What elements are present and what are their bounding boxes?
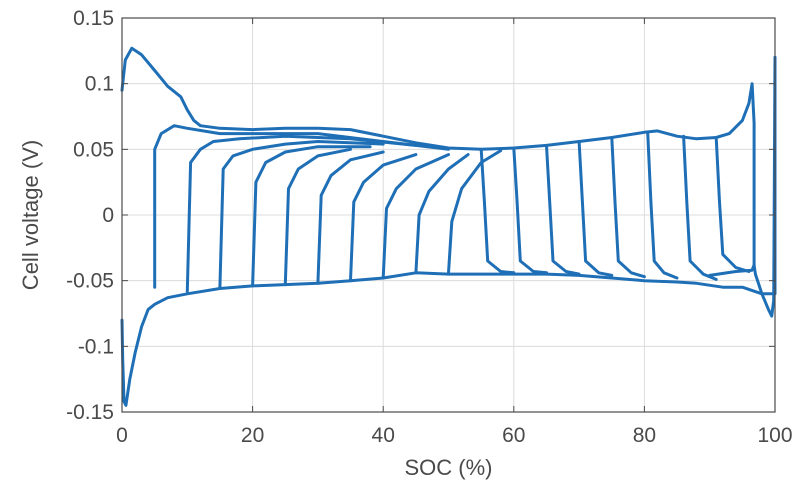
voltage-curve-10: [381, 153, 450, 280]
axis-ticks: 0 20 40 60 80 100 0.15 0.1 0.05 0 -0.05 -0.1 -0.15: [66, 7, 792, 447]
voltage-curve-8: [316, 150, 385, 285]
y-tick-label: 0.15: [73, 7, 114, 30]
voltage-curve-9: [349, 153, 418, 283]
y-tick-label: -0.1: [78, 335, 114, 358]
x-tick-label: 80: [633, 424, 656, 447]
voltage-curve-11: [414, 153, 470, 275]
y-tick-label: -0.15: [66, 401, 114, 424]
voltage-curve-7: [283, 147, 352, 287]
y-axis-label: Cell voltage (V): [18, 140, 43, 290]
x-tick-label: 0: [116, 424, 128, 447]
voltage-curve-1: [120, 46, 777, 318]
voltage-curve-20: [714, 136, 751, 273]
x-tick-label: 40: [372, 424, 395, 447]
y-tick-label: -0.05: [66, 270, 114, 293]
voltage-curve-14: [512, 146, 548, 275]
voltage-curve-2: [120, 55, 777, 407]
x-axis-label: SOC (%): [405, 455, 493, 480]
voltage-curve-21: [708, 263, 756, 277]
voltage-curve-19: [682, 134, 718, 281]
voltage-curve-18: [646, 130, 679, 280]
data-series-group: [120, 46, 777, 407]
x-tick-label: 20: [241, 424, 264, 447]
voltage-curve-16: [577, 140, 614, 277]
grid: [121, 17, 776, 413]
y-tick-label: 0.05: [73, 138, 114, 161]
y-tick-label: 0.1: [85, 73, 114, 96]
voltage-curve-17: [610, 136, 646, 279]
voltage-curve-5: [218, 140, 385, 289]
voltage-curve-4: [185, 134, 418, 293]
voltage-curve-6: [251, 145, 372, 288]
voltage-curve-15: [545, 143, 581, 276]
x-tick-label: 60: [502, 424, 525, 447]
voltage-curve-13: [479, 147, 516, 275]
x-tick-label: 100: [757, 424, 792, 447]
voltage-curve-12: [447, 149, 503, 275]
y-tick-label: 0: [102, 204, 114, 227]
